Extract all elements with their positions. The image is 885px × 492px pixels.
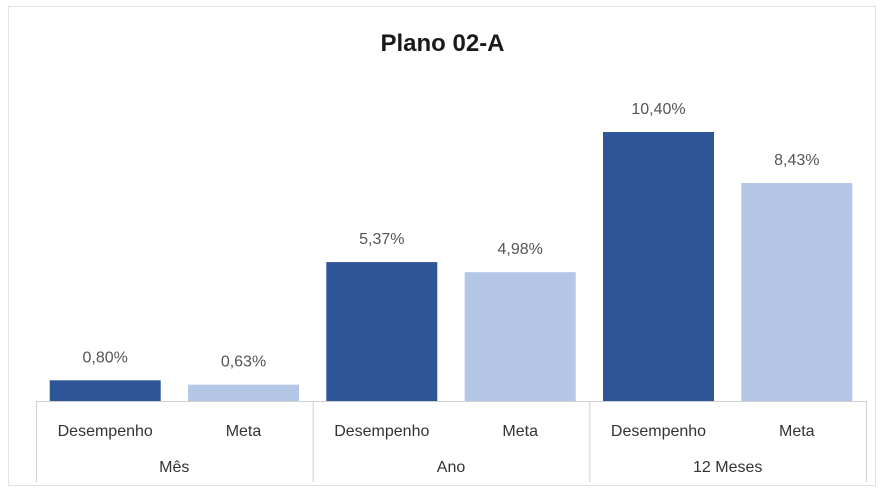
bars-layer: 0,80% 0,63% 5,37% 4,98% 10,40% 8,43% <box>49 101 853 401</box>
data-label: 0,63% <box>221 354 266 371</box>
category-tick-label: Desempenho <box>611 423 706 440</box>
category-tick-label: Desempenho <box>58 423 153 440</box>
bar-meta-1 <box>188 384 299 401</box>
category-tick-label: Desempenho <box>334 423 429 440</box>
category-tick-label: Meta <box>502 423 538 440</box>
bar-meta-3 <box>741 183 853 401</box>
data-label: 5,37% <box>359 231 404 248</box>
bar-desempenho-1 <box>49 380 161 401</box>
chart-title: Plano 02-A <box>380 30 505 57</box>
data-label: 0,80% <box>83 349 128 366</box>
bar-desempenho-2 <box>326 262 438 401</box>
axis-layer: Desempenho Meta Mês Desempenho Meta Ano Desemp… <box>36 401 867 482</box>
group-label: 12 Meses <box>693 459 762 476</box>
chart-frame <box>8 6 876 486</box>
group-label: Ano <box>437 459 466 476</box>
category-tick-label: Meta <box>779 423 815 440</box>
data-label: 10,40% <box>631 101 685 118</box>
category-tick-label: Meta <box>226 423 262 440</box>
data-label: 4,98% <box>498 241 543 258</box>
group-label: Mês <box>159 459 189 476</box>
bar-meta-2 <box>464 272 576 401</box>
data-label: 8,43% <box>774 152 819 169</box>
bar-desempenho-3 <box>603 132 714 401</box>
